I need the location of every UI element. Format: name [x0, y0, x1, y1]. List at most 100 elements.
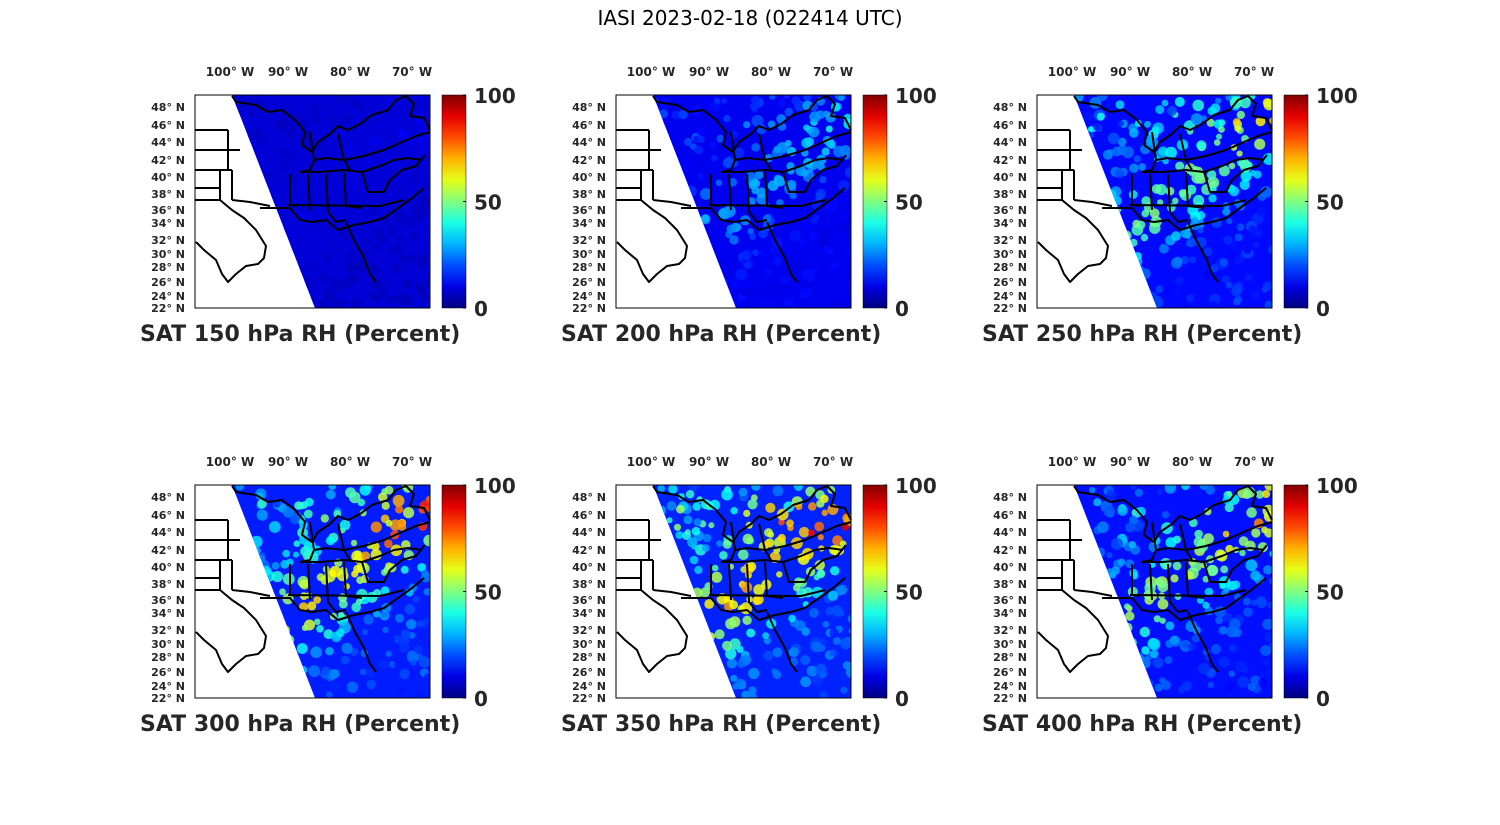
rh-footprint: [403, 216, 415, 228]
rh-footprint: [821, 147, 830, 156]
rh-footprint: [379, 292, 386, 300]
rh-footprint: [738, 681, 747, 690]
state-border: [766, 221, 798, 283]
colorbar-label: 50: [474, 191, 502, 215]
rh-footprint: [794, 262, 803, 271]
lat-label: 22° N: [993, 692, 1027, 705]
rh-footprint: [847, 614, 851, 624]
rh-footprint: [268, 521, 281, 533]
rh-footprint: [313, 596, 321, 604]
colorbar-label: 0: [474, 297, 488, 321]
lat-label: 44° N: [993, 136, 1027, 149]
rh-footprint: [694, 145, 704, 155]
colorbar-label: 100: [474, 474, 516, 498]
map-frame: [194, 94, 431, 309]
rh-footprint: [1203, 270, 1213, 280]
lon-label: 100° W: [627, 455, 675, 469]
rh-footprint: [678, 109, 688, 120]
rh-footprint: [746, 628, 756, 638]
rh-footprint: [1156, 488, 1163, 495]
rh-footprint: [1264, 528, 1272, 538]
rh-footprint: [365, 668, 376, 678]
rh-footprint: [847, 248, 851, 256]
lat-label: 42° N: [572, 154, 606, 167]
rh-footprint: [388, 247, 395, 254]
rh-footprint: [776, 199, 784, 207]
rh-footprint: [1218, 656, 1230, 668]
colorbar-label: 50: [1316, 191, 1344, 215]
state-border: [1073, 485, 1273, 543]
rh-footprint: [1121, 146, 1134, 159]
rh-footprint: [835, 301, 846, 308]
lat-label: 36° N: [151, 594, 185, 607]
rh-footprint: [339, 95, 351, 104]
lat-label: 32° N: [993, 624, 1027, 637]
state-border: [728, 173, 732, 211]
rh-footprint: [328, 160, 339, 171]
colorbar-label: 100: [1316, 474, 1358, 498]
rh-footprint: [788, 614, 796, 623]
rh-footprint: [801, 219, 812, 231]
rh-footprint: [282, 573, 295, 585]
rh-footprint: [1166, 105, 1177, 116]
rh-footprint: [802, 280, 812, 289]
rh-footprint: [424, 622, 430, 635]
rh-footprint: [763, 650, 774, 661]
rh-footprint: [777, 533, 786, 543]
rh-footprint: [743, 509, 751, 517]
rh-footprint: [808, 502, 817, 511]
rh-footprint: [1102, 149, 1113, 160]
rh-footprint: [723, 114, 731, 123]
rh-footprint: [769, 659, 779, 669]
state-border: [652, 199, 692, 207]
rh-footprint: [1234, 254, 1245, 265]
rh-footprint: [1228, 162, 1236, 170]
rh-footprint: [756, 187, 767, 198]
rh-footprint: [1215, 97, 1222, 104]
lon-label: 70° W: [392, 455, 432, 469]
rh-footprint: [753, 594, 764, 605]
rh-footprint: [311, 179, 318, 186]
lat-label: 26° N: [572, 666, 606, 679]
map-panel-300: 100° W 90° W 80° W 70° W 48° N 46° N 44° N 42° …: [140, 450, 540, 750]
rh-footprint: [1191, 634, 1200, 643]
rh-footprint: [351, 550, 364, 563]
rh-footprint: [748, 686, 757, 695]
rh-footprint: [786, 179, 797, 190]
rh-footprint: [1111, 537, 1123, 550]
rh-footprint: [837, 584, 848, 595]
lat-label: 28° N: [572, 261, 606, 274]
rh-footprint: [1139, 626, 1150, 638]
rh-footprint: [800, 655, 811, 666]
rh-footprint: [657, 485, 666, 493]
rh-footprint: [838, 201, 847, 210]
rh-footprint: [1129, 163, 1139, 173]
rh-footprint: [1250, 570, 1261, 581]
rh-footprint: [369, 292, 380, 302]
rh-footprint: [772, 256, 783, 266]
rh-footprint: [1129, 128, 1139, 138]
lat-label: 48° N: [572, 101, 606, 114]
rh-footprint: [751, 143, 760, 152]
rh-footprint: [285, 128, 297, 140]
rh-footprint: [339, 100, 351, 112]
rh-footprint: [817, 162, 825, 171]
rh-footprint: [1159, 243, 1169, 254]
rh-footprint: [1186, 294, 1195, 303]
state-border: [345, 611, 377, 673]
rh-footprint: [310, 646, 322, 659]
rh-footprint: [374, 244, 381, 250]
rh-footprint: [333, 242, 343, 252]
lat-label: 30° N: [151, 248, 185, 261]
state-border: [734, 521, 852, 551]
state-border: [746, 563, 768, 613]
rh-footprint: [1157, 199, 1164, 206]
state-border: [345, 221, 377, 283]
rh-footprint: [741, 690, 750, 698]
rh-footprint: [1229, 251, 1236, 259]
lat-label: 32° N: [572, 624, 606, 637]
rh-footprint: [398, 523, 407, 531]
rh-footprint: [722, 539, 732, 549]
rh-footprint: [711, 564, 719, 572]
state-border: [361, 154, 426, 193]
